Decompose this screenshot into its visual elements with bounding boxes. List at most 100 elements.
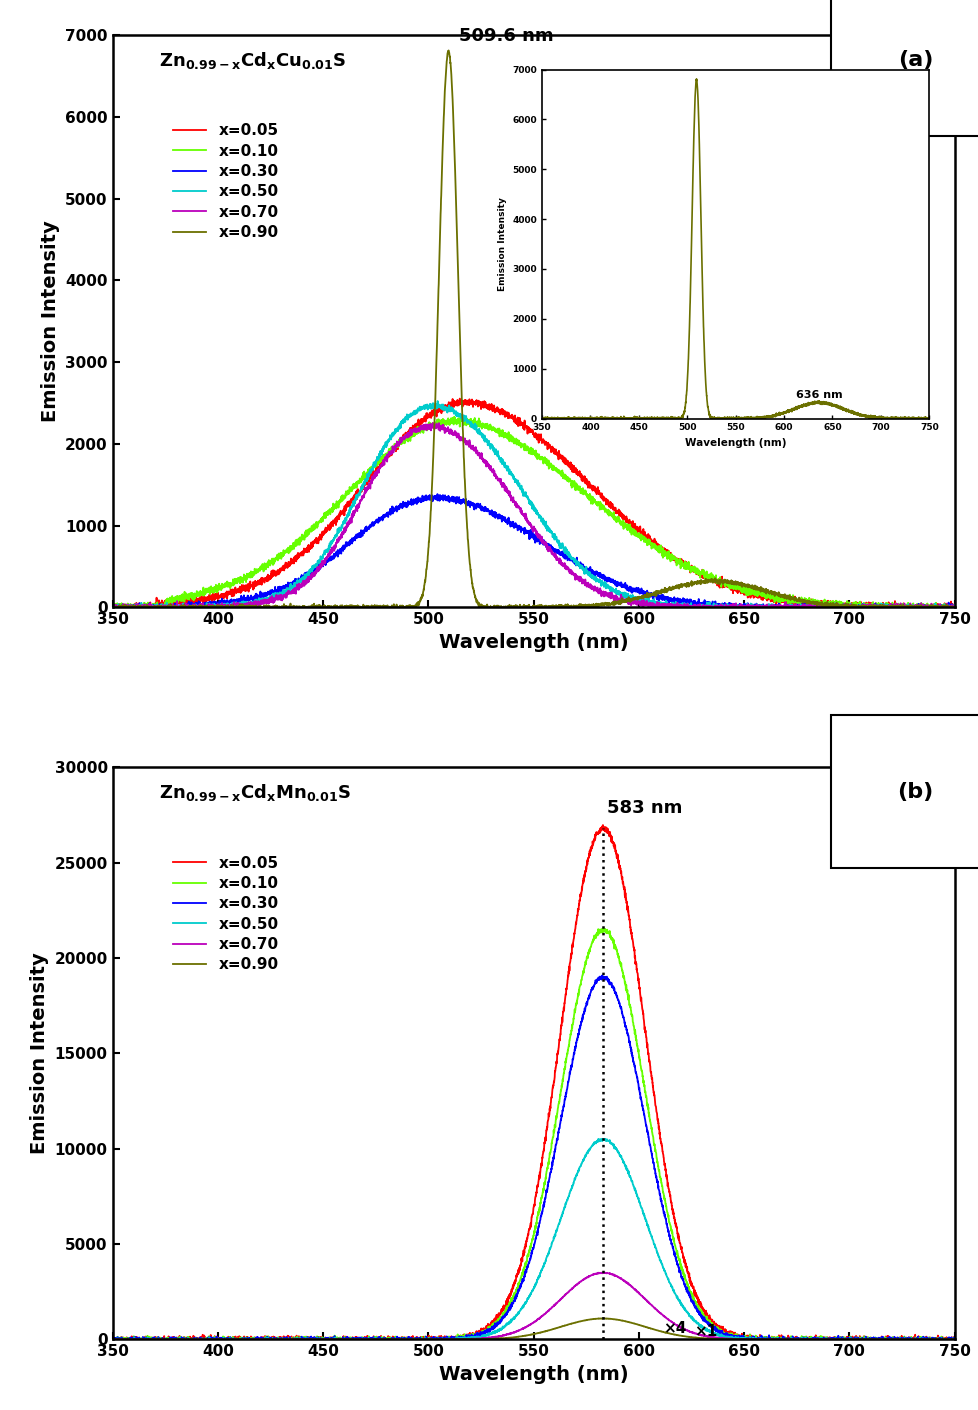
Text: 583 nm: 583 nm — [606, 799, 682, 816]
x=0.50 — [507, 467, 518, 484]
x=0.10 — [880, 599, 892, 616]
Line: x=0.90: x=0.90 — [112, 51, 954, 608]
x=0.05 — [107, 599, 118, 616]
x=0.10 — [948, 598, 959, 615]
Line: x=0.50: x=0.50 — [112, 400, 954, 608]
x=0.10 — [107, 598, 118, 615]
Line: x=0.30: x=0.30 — [112, 493, 954, 608]
x=0.05 — [922, 599, 934, 616]
x=0.10 — [718, 574, 730, 591]
x=0.05 — [922, 1330, 934, 1347]
x=0.05 — [880, 1328, 892, 1345]
Line: x=0.05: x=0.05 — [112, 825, 954, 1340]
x=0.30 — [461, 1328, 472, 1345]
x=0.70 — [426, 415, 438, 431]
x=0.30 — [507, 513, 518, 530]
x=0.50 — [467, 1328, 478, 1345]
x=0.70 — [107, 1331, 118, 1348]
Line: x=0.90: x=0.90 — [112, 1318, 954, 1340]
x=0.30 — [431, 485, 443, 502]
x=0.70 — [718, 599, 730, 616]
x=0.05 — [461, 396, 472, 413]
x=0.05 — [948, 598, 959, 615]
x=0.50 — [107, 599, 118, 616]
x=0.70 — [107, 598, 118, 615]
Y-axis label: Emission Intensity: Emission Intensity — [40, 220, 60, 422]
x=0.30 — [507, 1294, 518, 1311]
x=0.50 — [948, 1331, 959, 1348]
x=0.30 — [718, 1325, 730, 1342]
Text: $\bf{Zn_{0.99-x}Cd_xCu_{0.01}S}$: $\bf{Zn_{0.99-x}Cd_xCu_{0.01}S}$ — [158, 49, 346, 70]
x=0.10 — [922, 598, 934, 615]
x=0.50 — [922, 599, 934, 616]
x=0.05 — [718, 578, 730, 595]
x=0.05 — [507, 1279, 518, 1296]
x=0.50 — [467, 417, 479, 434]
x=0.90 — [467, 1331, 478, 1348]
x=0.50 — [880, 1331, 892, 1348]
x=0.30 — [922, 1330, 934, 1347]
x=0.90 — [922, 1331, 934, 1348]
x=0.70 — [597, 1265, 608, 1282]
x=0.50 — [431, 392, 443, 409]
x=0.30 — [596, 967, 607, 984]
x=0.70 — [948, 599, 959, 616]
x=0.90 — [594, 1310, 605, 1327]
x=0.70 — [108, 599, 119, 616]
x=0.30 — [880, 1331, 892, 1348]
x=0.10 — [467, 412, 479, 429]
x=0.05 — [107, 598, 118, 615]
Line: x=0.10: x=0.10 — [112, 928, 954, 1340]
x=0.10 — [460, 1328, 471, 1345]
x=0.70 — [460, 1331, 471, 1348]
x=0.50 — [461, 413, 472, 430]
x=0.90 — [880, 598, 892, 615]
Line: x=0.10: x=0.10 — [112, 417, 954, 608]
x=0.50 — [107, 599, 118, 616]
x=0.10 — [718, 1325, 730, 1342]
x=0.90 — [948, 1331, 959, 1348]
x=0.10 — [880, 1331, 892, 1348]
x=0.05 — [880, 598, 892, 615]
x=0.10 — [461, 413, 472, 430]
x=0.30 — [107, 599, 118, 616]
Line: x=0.50: x=0.50 — [112, 1139, 954, 1339]
x=0.10 — [448, 409, 460, 426]
x=0.90 — [460, 1331, 471, 1348]
Text: (b): (b) — [896, 781, 932, 802]
x=0.50 — [460, 1330, 471, 1347]
x=0.50 — [718, 1328, 730, 1345]
x=0.50 — [922, 1330, 934, 1347]
x=0.05 — [107, 1331, 118, 1348]
Line: x=0.70: x=0.70 — [112, 423, 954, 608]
x=0.10 — [107, 599, 118, 616]
x=0.30 — [948, 599, 959, 616]
x=0.90 — [442, 42, 454, 59]
x=0.70 — [922, 598, 934, 615]
x=0.70 — [922, 1331, 934, 1348]
Text: (a): (a) — [897, 49, 932, 69]
Y-axis label: Emission Intensity: Emission Intensity — [30, 953, 49, 1155]
x=0.70 — [507, 1324, 518, 1341]
x=0.10 — [597, 919, 608, 936]
x=0.50 — [507, 1311, 518, 1328]
Text: $\bf{Zn_{0.99-x}Cd_xMn_{0.01}S}$: $\bf{Zn_{0.99-x}Cd_xMn_{0.01}S}$ — [158, 781, 351, 802]
x=0.50 — [880, 596, 892, 613]
x=0.30 — [948, 1331, 959, 1348]
x=0.90 — [718, 574, 730, 591]
x=0.70 — [507, 493, 518, 510]
x=0.70 — [467, 1330, 478, 1347]
x=0.70 — [467, 441, 479, 458]
x=0.10 — [507, 433, 518, 450]
x=0.05 — [454, 391, 466, 407]
x=0.30 — [107, 1330, 118, 1347]
x=0.05 — [460, 1328, 471, 1345]
X-axis label: Wavelength (nm): Wavelength (nm) — [438, 1365, 628, 1385]
x=0.10 — [467, 1327, 478, 1344]
x=0.30 — [467, 496, 478, 513]
x=0.10 — [507, 1290, 518, 1307]
x=0.70 — [948, 1331, 959, 1348]
x=0.05 — [467, 396, 479, 413]
x=0.70 — [880, 599, 892, 616]
x=0.05 — [467, 1327, 478, 1344]
